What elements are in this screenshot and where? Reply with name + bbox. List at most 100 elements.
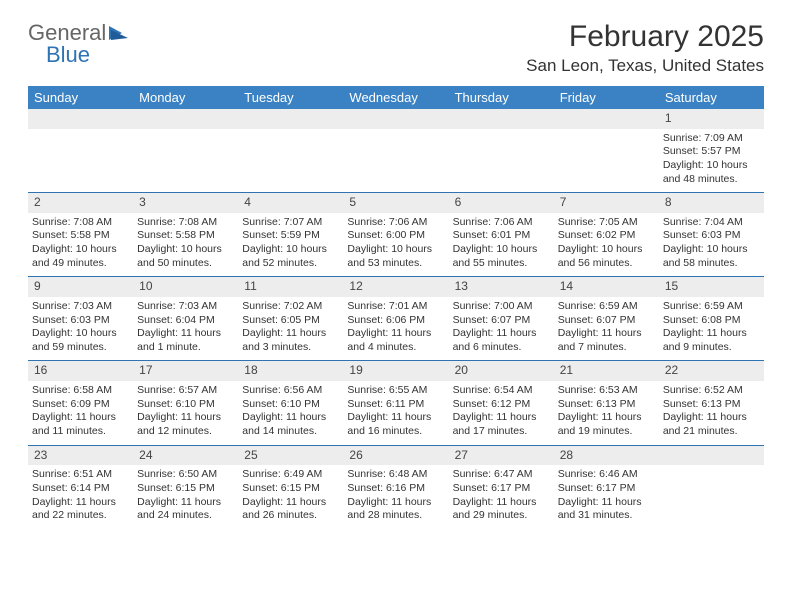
- sunset-text: Sunset: 6:14 PM: [32, 482, 129, 496]
- day-number: [659, 446, 764, 466]
- day-number: [238, 109, 343, 129]
- day-number: 12: [343, 277, 448, 297]
- sunrise-text: Sunrise: 7:01 AM: [347, 300, 444, 314]
- sunrise-text: Sunrise: 6:54 AM: [453, 384, 550, 398]
- daylight-text: Daylight: 11 hours and 14 minutes.: [242, 411, 339, 438]
- sunset-text: Sunset: 6:10 PM: [242, 398, 339, 412]
- day-cell: 14Sunrise: 6:59 AMSunset: 6:07 PMDayligh…: [554, 277, 659, 360]
- day-details: Sunrise: 7:06 AMSunset: 6:00 PMDaylight:…: [347, 216, 444, 271]
- day-cell: 7Sunrise: 7:05 AMSunset: 6:02 PMDaylight…: [554, 193, 659, 276]
- day-details: Sunrise: 7:00 AMSunset: 6:07 PMDaylight:…: [453, 300, 550, 355]
- week-row: 23Sunrise: 6:51 AMSunset: 6:14 PMDayligh…: [28, 446, 764, 529]
- day-cell: [28, 109, 133, 192]
- day-cell: 19Sunrise: 6:55 AMSunset: 6:11 PMDayligh…: [343, 361, 448, 444]
- day-cell: 3Sunrise: 7:08 AMSunset: 5:58 PMDaylight…: [133, 193, 238, 276]
- daylight-text: Daylight: 11 hours and 28 minutes.: [347, 496, 444, 523]
- day-details: Sunrise: 6:59 AMSunset: 6:08 PMDaylight:…: [663, 300, 760, 355]
- day-number: 13: [449, 277, 554, 297]
- day-cell: 21Sunrise: 6:53 AMSunset: 6:13 PMDayligh…: [554, 361, 659, 444]
- day-details: Sunrise: 6:52 AMSunset: 6:13 PMDaylight:…: [663, 384, 760, 439]
- sunset-text: Sunset: 6:08 PM: [663, 314, 760, 328]
- sunset-text: Sunset: 5:59 PM: [242, 229, 339, 243]
- day-number: 11: [238, 277, 343, 297]
- day-number: 21: [554, 361, 659, 381]
- day-number: 24: [133, 446, 238, 466]
- weekday-header-row: SundayMondayTuesdayWednesdayThursdayFrid…: [28, 86, 764, 109]
- sunrise-text: Sunrise: 6:52 AM: [663, 384, 760, 398]
- day-details: Sunrise: 7:06 AMSunset: 6:01 PMDaylight:…: [453, 216, 550, 271]
- sunrise-text: Sunrise: 6:46 AM: [558, 468, 655, 482]
- day-number: [343, 109, 448, 129]
- sunrise-text: Sunrise: 7:08 AM: [137, 216, 234, 230]
- day-cell: [449, 109, 554, 192]
- day-details: Sunrise: 6:56 AMSunset: 6:10 PMDaylight:…: [242, 384, 339, 439]
- daylight-text: Daylight: 11 hours and 16 minutes.: [347, 411, 444, 438]
- day-details: Sunrise: 7:09 AMSunset: 5:57 PMDaylight:…: [663, 132, 760, 187]
- day-details: Sunrise: 6:58 AMSunset: 6:09 PMDaylight:…: [32, 384, 129, 439]
- sunrise-text: Sunrise: 6:53 AM: [558, 384, 655, 398]
- sunset-text: Sunset: 6:12 PM: [453, 398, 550, 412]
- day-number: 26: [343, 446, 448, 466]
- sunset-text: Sunset: 6:15 PM: [137, 482, 234, 496]
- sunset-text: Sunset: 6:16 PM: [347, 482, 444, 496]
- daylight-text: Daylight: 11 hours and 7 minutes.: [558, 327, 655, 354]
- day-number: 8: [659, 193, 764, 213]
- sunset-text: Sunset: 6:09 PM: [32, 398, 129, 412]
- sunset-text: Sunset: 6:15 PM: [242, 482, 339, 496]
- sunrise-text: Sunrise: 7:02 AM: [242, 300, 339, 314]
- daylight-text: Daylight: 10 hours and 52 minutes.: [242, 243, 339, 270]
- week-row: 2Sunrise: 7:08 AMSunset: 5:58 PMDaylight…: [28, 193, 764, 277]
- sunset-text: Sunset: 5:58 PM: [32, 229, 129, 243]
- day-details: Sunrise: 7:02 AMSunset: 6:05 PMDaylight:…: [242, 300, 339, 355]
- daylight-text: Daylight: 11 hours and 19 minutes.: [558, 411, 655, 438]
- daylight-text: Daylight: 10 hours and 56 minutes.: [558, 243, 655, 270]
- sunset-text: Sunset: 6:11 PM: [347, 398, 444, 412]
- sunrise-text: Sunrise: 6:59 AM: [558, 300, 655, 314]
- day-details: Sunrise: 7:08 AMSunset: 5:58 PMDaylight:…: [32, 216, 129, 271]
- daylight-text: Daylight: 11 hours and 21 minutes.: [663, 411, 760, 438]
- day-details: Sunrise: 7:03 AMSunset: 6:03 PMDaylight:…: [32, 300, 129, 355]
- daylight-text: Daylight: 11 hours and 17 minutes.: [453, 411, 550, 438]
- sunset-text: Sunset: 6:10 PM: [137, 398, 234, 412]
- sunrise-text: Sunrise: 7:06 AM: [347, 216, 444, 230]
- sunrise-text: Sunrise: 6:55 AM: [347, 384, 444, 398]
- day-details: Sunrise: 6:46 AMSunset: 6:17 PMDaylight:…: [558, 468, 655, 523]
- sunset-text: Sunset: 6:06 PM: [347, 314, 444, 328]
- daylight-text: Daylight: 10 hours and 59 minutes.: [32, 327, 129, 354]
- calendar: SundayMondayTuesdayWednesdayThursdayFrid…: [28, 86, 764, 529]
- day-number: [133, 109, 238, 129]
- day-number: 4: [238, 193, 343, 213]
- day-number: 18: [238, 361, 343, 381]
- day-cell: 16Sunrise: 6:58 AMSunset: 6:09 PMDayligh…: [28, 361, 133, 444]
- day-details: Sunrise: 7:05 AMSunset: 6:02 PMDaylight:…: [558, 216, 655, 271]
- sunrise-text: Sunrise: 6:47 AM: [453, 468, 550, 482]
- day-details: Sunrise: 6:54 AMSunset: 6:12 PMDaylight:…: [453, 384, 550, 439]
- daylight-text: Daylight: 11 hours and 11 minutes.: [32, 411, 129, 438]
- day-details: Sunrise: 7:07 AMSunset: 5:59 PMDaylight:…: [242, 216, 339, 271]
- weekday-header: Thursday: [449, 86, 554, 109]
- daylight-text: Daylight: 11 hours and 24 minutes.: [137, 496, 234, 523]
- week-row: 16Sunrise: 6:58 AMSunset: 6:09 PMDayligh…: [28, 361, 764, 445]
- day-cell: 25Sunrise: 6:49 AMSunset: 6:15 PMDayligh…: [238, 446, 343, 529]
- weekday-header: Tuesday: [238, 86, 343, 109]
- day-cell: 5 Sunrise: 7:06 AMSunset: 6:00 PMDaylight…: [343, 193, 448, 276]
- sunrise-text: Sunrise: 6:57 AM: [137, 384, 234, 398]
- day-details: Sunrise: 7:08 AMSunset: 5:58 PMDaylight:…: [137, 216, 234, 271]
- sunrise-text: Sunrise: 7:08 AM: [32, 216, 129, 230]
- sunset-text: Sunset: 5:57 PM: [663, 145, 760, 159]
- day-details: Sunrise: 6:51 AMSunset: 6:14 PMDaylight:…: [32, 468, 129, 523]
- day-number: 17: [133, 361, 238, 381]
- daylight-text: Daylight: 10 hours and 53 minutes.: [347, 243, 444, 270]
- weekday-header: Wednesday: [343, 86, 448, 109]
- day-number: 28: [554, 446, 659, 466]
- sunrise-text: Sunrise: 6:49 AM: [242, 468, 339, 482]
- sunrise-text: Sunrise: 7:07 AM: [242, 216, 339, 230]
- day-number: 5: [343, 193, 448, 213]
- day-cell: 9Sunrise: 7:03 AMSunset: 6:03 PMDaylight…: [28, 277, 133, 360]
- day-cell: 15Sunrise: 6:59 AMSunset: 6:08 PMDayligh…: [659, 277, 764, 360]
- day-cell: 13 Sunrise: 7:00 AMSunset: 6:07 PMDayligh…: [449, 277, 554, 360]
- weekday-header: Friday: [554, 86, 659, 109]
- daylight-text: Daylight: 11 hours and 4 minutes.: [347, 327, 444, 354]
- title-block: February 2025 San Leon, Texas, United St…: [526, 20, 764, 76]
- day-cell: 27Sunrise: 6:47 AMSunset: 6:17 PMDayligh…: [449, 446, 554, 529]
